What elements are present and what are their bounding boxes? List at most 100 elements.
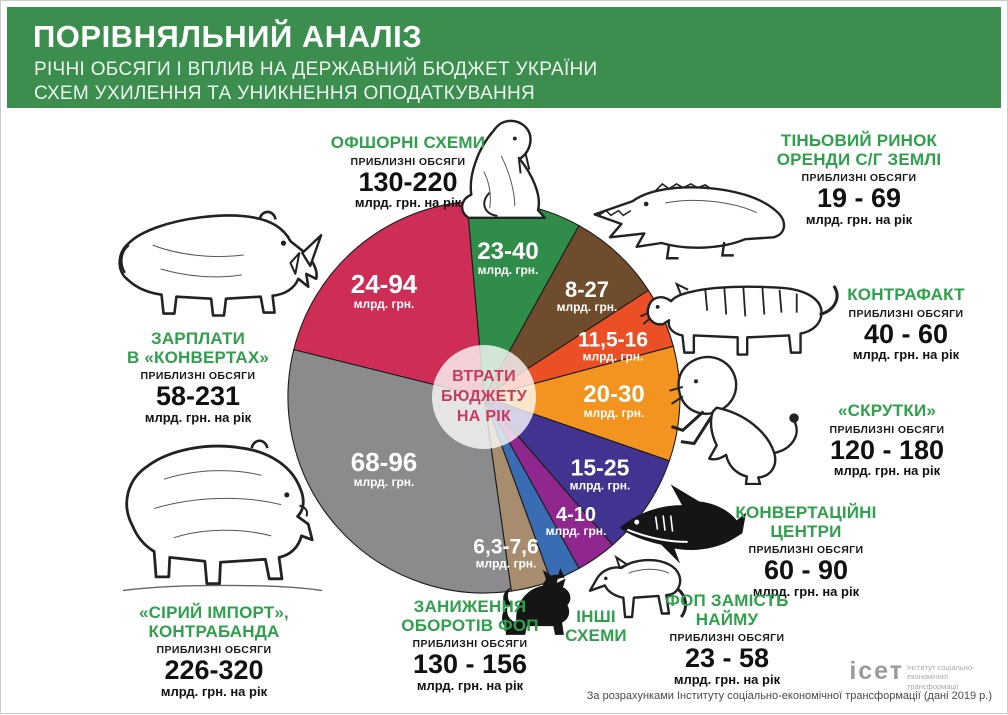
iset-logo: ісет xyxy=(849,657,904,685)
approx-volumes-caption: ПРИБЛИЗНІ ОБСЯГИ xyxy=(829,423,945,436)
slice-loss-value: 20-30 xyxy=(583,381,645,409)
slice-loss-label-gray-import: 68-96 млрд. грн. xyxy=(351,449,418,489)
slice-loss-value: 6,3-7,6 xyxy=(473,535,539,559)
category-name-line: ТІНЬОВИЙ РИНОК xyxy=(780,131,938,150)
volume-range: 130-220 xyxy=(358,166,458,197)
category-name-line: СХЕМИ xyxy=(565,625,627,645)
volume-unit: млрд. грн. на рік xyxy=(144,409,252,425)
volume-unit: млрд. грн. на рік xyxy=(354,195,462,211)
category-name: ІНШІ СХЕМИ xyxy=(543,607,649,645)
slice-loss-value: 23-40 xyxy=(477,238,539,266)
iset-caption-line: економічної трансформації xyxy=(907,672,959,691)
category-name: ОФШОРНІ СХЕМИ xyxy=(329,133,487,153)
volume-range: 23 - 58 xyxy=(684,643,770,674)
category-name-line: КОНВЕРТАЦІЙНІ xyxy=(735,503,877,522)
volume-range: 130 - 156 xyxy=(412,649,528,680)
category-name-line: ЗАНИЖЕННЯ xyxy=(413,597,527,616)
slice-loss-value: 4-10 xyxy=(555,504,597,527)
volume-range: 19 - 69 xyxy=(816,183,902,214)
category-name: ФОП ЗАМІСТЬ НАЙМУ xyxy=(649,591,805,629)
volume-range: 60 - 90 xyxy=(763,555,849,586)
header-banner: ПОРІВНЯЛЬНИЙ АНАЛІЗ РІЧНІ ОБСЯГИ І ВПЛИВ… xyxy=(7,7,1001,108)
volume-unit: млрд. грн. на рік xyxy=(673,671,781,687)
category-name-line: ОФШОРНІ СХЕМИ xyxy=(330,133,486,152)
approx-volumes-caption: ПРИБЛИЗНІ ОБСЯГИ xyxy=(848,307,964,320)
bear-icon xyxy=(105,411,335,611)
category-name-line: ОБОРОТІВ ФОП xyxy=(401,615,539,635)
slice-loss-label-envelope-wages: 24-94 млрд. грн. xyxy=(351,271,418,311)
walrus-icon xyxy=(451,113,567,225)
slice-loss-unit: млрд. грн. xyxy=(545,524,607,539)
slice-loss-label-skrutky: 20-30 млрд. грн. xyxy=(583,381,645,421)
slice-loss-label-counterfeit: 11,5-16 млрд. грн. xyxy=(578,329,648,365)
pie-center-label: ВТРАТИ БЮДЖЕТУ НА РІК xyxy=(441,367,527,427)
category-name: ЗАРПЛАТИ В «КОНВЕРТАХ» xyxy=(107,329,289,367)
category-block-counterfeit: КОНТРАФАКТ ПРИБЛИЗНІ ОБСЯГИ 40 - 60 млрд. г… xyxy=(825,285,987,363)
volume-range: 40 - 60 xyxy=(863,318,949,349)
slice-loss-unit: млрд. грн. xyxy=(582,350,644,365)
category-name-line: ІНШІ xyxy=(576,607,616,626)
volume-unit: млрд. грн. на рік xyxy=(833,463,941,479)
category-block-fop-hire: ФОП ЗАМІСТЬ НАЙМУ ПРИБЛИЗНІ ОБСЯГИ 23 - 58 м… xyxy=(649,591,805,687)
category-name-line: «СКРУТКИ» xyxy=(837,401,937,420)
wolf-icon xyxy=(583,543,697,627)
category-block-land: ТІНЬОВИЙ РИНОК ОРЕНДИ С/Г ЗЕМЛІ ПРИБЛИЗНІ … xyxy=(765,131,953,227)
slice-loss-label-offshore: 23-40 млрд. грн. xyxy=(477,238,539,278)
category-name: ЗАНИЖЕННЯ ОБОРОТІВ ФОП xyxy=(391,597,549,635)
volume-range: 226-320 xyxy=(164,655,264,686)
page-title: ПОРІВНЯЛЬНИЙ АНАЛІЗ xyxy=(33,19,423,54)
category-block-other: ІНШІ СХЕМИ xyxy=(543,607,649,645)
slice-loss-label-fop-hire: 4-10 млрд. грн. xyxy=(546,505,607,539)
category-name-line: В «КОНВЕРТАХ» xyxy=(126,347,270,367)
slice-loss-label-understated-fop: 6,3-7,6 млрд. грн. xyxy=(473,535,539,572)
volume-range: 58-231 xyxy=(155,381,241,412)
slice-loss-unit: млрд. грн. xyxy=(556,300,618,315)
iset-caption-line: Інститут соціально- xyxy=(907,663,975,672)
slice-loss-unit: млрд. грн. xyxy=(353,474,415,489)
approx-volumes-caption: ПРИБЛИЗНІ ОБСЯГИ xyxy=(412,638,528,651)
approx-volumes-caption: ПРИБЛИЗНІ ОБСЯГИ xyxy=(140,370,256,383)
category-name-line: ЗАРПЛАТИ xyxy=(150,329,246,348)
slice-loss-value: 68-96 xyxy=(350,447,418,478)
category-name-line: НАЙМУ xyxy=(695,609,759,629)
pie-center-line: НА РІК xyxy=(456,408,512,425)
category-name-line: «СІРИЙ ІМПОРТ», xyxy=(139,603,289,622)
tiger-icon xyxy=(635,265,847,365)
slice-loss-label-land: 8-27 млрд. грн. xyxy=(556,277,618,315)
category-name-line: ОРЕНДИ С/Г ЗЕМЛІ xyxy=(776,149,942,169)
category-name-line: КОНТРАФАКТ xyxy=(847,285,965,304)
pie-center-line: БЮДЖЕТУ xyxy=(441,388,527,405)
rhino-icon xyxy=(109,183,337,333)
slice-loss-unit: млрд. грн. xyxy=(477,263,539,278)
slice-loss-unit: млрд. грн. xyxy=(569,479,631,494)
category-block-conversion: КОНВЕРТАЦІЙНІ ЦЕНТРИ ПРИБЛИЗНІ ОБСЯГИ 60 - … xyxy=(727,503,885,599)
volume-unit: млрд. грн. на рік xyxy=(160,683,268,699)
approx-volumes-caption: ПРИБЛИЗНІ ОБСЯГИ xyxy=(669,632,785,645)
slice-loss-value: 8-27 xyxy=(564,277,610,303)
volume-unit: млрд. грн. на рік xyxy=(805,211,913,227)
category-block-gray-import: «СІРИЙ ІМПОРТ», КОНТРАБАНДА ПРИБЛИЗНІ ОБСЯ… xyxy=(127,603,301,699)
category-block-offshore: ОФШОРНІ СХЕМИ ПРИБЛИЗНІ ОБСЯГИ 130-220 млрд… xyxy=(329,133,487,211)
approx-volumes-caption: ПРИБЛИЗНІ ОБСЯГИ xyxy=(748,544,864,557)
approx-volumes-caption: ПРИБЛИЗНІ ОБСЯГИ xyxy=(801,172,917,185)
volume-unit: млрд. грн. на рік xyxy=(752,583,860,599)
category-name-line: ФОП ЗАМІСТЬ xyxy=(665,591,789,610)
volume-range: 120 - 180 xyxy=(829,434,945,465)
category-name: «СКРУТКИ» xyxy=(811,401,963,421)
page-subtitle-1: РІЧНІ ОБСЯГИ І ВПЛИВ НА ДЕРЖАВНИЙ БЮДЖЕТ… xyxy=(34,59,598,80)
slice-loss-label-conversion: 15-25 млрд. грн. xyxy=(569,454,631,494)
slice-loss-unit: млрд. грн. xyxy=(353,296,415,311)
volume-unit: млрд. грн. на рік xyxy=(416,677,524,693)
category-name-line: ЦЕНТРИ xyxy=(770,521,842,541)
approx-volumes-caption: ПРИБЛИЗНІ ОБСЯГИ xyxy=(156,644,272,657)
category-name: КОНВЕРТАЦІЙНІ ЦЕНТРИ xyxy=(727,503,885,541)
category-name-line: КОНТРАБАНДА xyxy=(148,621,280,641)
slice-loss-unit: млрд. грн. xyxy=(583,406,645,421)
category-block-understated-fop: ЗАНИЖЕННЯ ОБОРОТІВ ФОП ПРИБЛИЗНІ ОБСЯГИ 130… xyxy=(391,597,549,693)
slice-loss-value: 15-25 xyxy=(570,454,630,481)
category-block-skrutky: «СКРУТКИ» ПРИБЛИЗНІ ОБСЯГИ 120 - 180 млрд. … xyxy=(811,401,963,479)
volume-unit: млрд. грн. на рік xyxy=(852,347,960,363)
category-block-envelope-wages: ЗАРПЛАТИ В «КОНВЕРТАХ» ПРИБЛИЗНІ ОБСЯГИ 58-… xyxy=(107,329,289,425)
crocodile-icon xyxy=(589,179,789,267)
